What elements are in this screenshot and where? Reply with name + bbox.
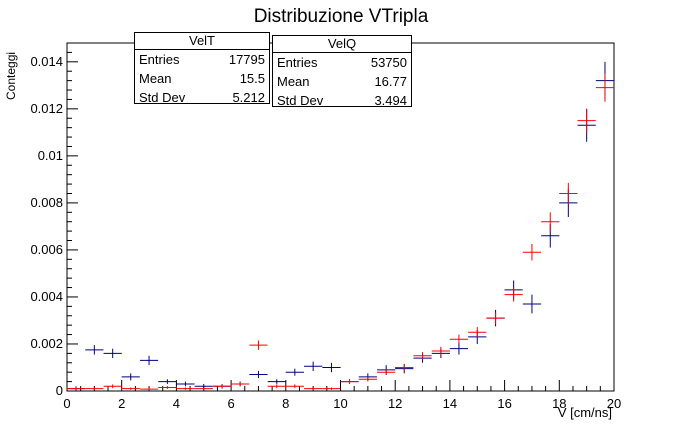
stats-label: Entries — [277, 55, 318, 70]
stats-value: 5.212 — [232, 90, 265, 105]
data-point-velq — [158, 386, 177, 389]
data-point-velq — [358, 376, 377, 382]
y-axis-label: Conteggi — [4, 51, 18, 100]
data-point-velt — [121, 373, 140, 381]
data-point-velq — [340, 379, 359, 384]
y-tick-label: 0.014 — [30, 54, 63, 69]
y-tick-label: 0.008 — [30, 195, 63, 210]
stats-value: 53750 — [370, 55, 407, 70]
stats-box-title: VelT — [135, 33, 269, 50]
data-point-velt — [85, 345, 104, 355]
x-tick-label: 16 — [497, 396, 511, 411]
data-point-velq — [103, 384, 122, 389]
data-point-velq — [377, 369, 396, 376]
x-tick-label: 6 — [227, 396, 234, 411]
data-point-velq — [541, 212, 560, 232]
stats-label: Mean — [139, 71, 172, 86]
y-tick-label: 0.01 — [38, 148, 63, 163]
data-point-velq — [304, 387, 323, 390]
data-point-velt — [176, 381, 195, 387]
stats-row-entries: Entries 53750 — [273, 53, 411, 72]
stats-label: Std Dev — [139, 90, 186, 105]
stats-value: 16.77 — [374, 74, 407, 89]
data-point-velq — [66, 387, 86, 390]
x-tick-label: 20 — [607, 396, 621, 411]
stats-label: Entries — [139, 52, 180, 67]
chart-title: Distribuzione VTripla — [253, 6, 429, 27]
stats-box-velt: VelT Entries 17795 Mean 15.5 Std Dev 5.2… — [134, 32, 270, 107]
x-tick-label: 14 — [443, 396, 457, 411]
data-point-velt — [103, 348, 122, 359]
y-tick-label: 0.004 — [30, 289, 63, 304]
data-point-velq — [413, 351, 432, 360]
data-point-velt — [267, 379, 286, 384]
data-point-velq — [176, 387, 195, 390]
x-tick-label: 4 — [173, 396, 180, 411]
stats-row-std: Std Dev 5.212 — [135, 88, 269, 107]
stats-box-title: VelQ — [273, 36, 411, 53]
y-tick-label: 0 — [56, 383, 63, 398]
stats-label: Mean — [277, 74, 310, 89]
data-point-velt — [285, 368, 304, 376]
data-point-velt — [139, 355, 159, 366]
stats-row-mean: Mean 15.5 — [135, 69, 269, 88]
x-tick-label: 0 — [63, 396, 70, 411]
data-point-velq — [267, 384, 286, 389]
data-point-velq — [322, 387, 341, 390]
x-tick-label: 12 — [388, 396, 402, 411]
y-tick-label: 0.002 — [30, 336, 63, 351]
data-point-velq — [559, 182, 578, 205]
x-tick-label: 18 — [552, 396, 566, 411]
stats-row-entries: Entries 17795 — [135, 50, 269, 69]
x-tick-label: 8 — [282, 396, 289, 411]
x-tick-label: 2 — [118, 396, 125, 411]
data-point-velq — [249, 340, 268, 350]
data-point-velt — [158, 379, 177, 384]
data-point-velq — [395, 364, 414, 371]
data-point-velq — [139, 387, 159, 391]
data-point-velq — [522, 244, 542, 261]
data-point-velq — [231, 381, 250, 387]
data-point-velt — [249, 371, 268, 379]
data-point-velq — [121, 387, 140, 390]
data-point-velq — [468, 327, 487, 338]
data-point-velq — [577, 108, 596, 133]
y-tick-label: 0.006 — [30, 242, 63, 257]
stats-value: 17795 — [228, 52, 265, 67]
data-point-velt — [322, 362, 341, 373]
y-tick-label: 0.012 — [30, 101, 63, 116]
stats-value: 3.494 — [374, 93, 407, 108]
x-tick-label: 10 — [333, 396, 347, 411]
stats-box-velq: VelQ Entries 53750 Mean 16.77 Std Dev 3.… — [272, 35, 412, 110]
stats-row-mean: Mean 16.77 — [273, 72, 411, 91]
data-point-velq — [449, 334, 469, 344]
data-point-velq — [194, 387, 213, 390]
x-axis-label: V [cm/ns] — [557, 405, 612, 420]
data-point-velq — [486, 312, 505, 324]
data-point-velt — [304, 361, 323, 372]
data-point-velq — [285, 384, 304, 389]
data-point-velq — [431, 346, 450, 356]
data-point-velq — [212, 384, 232, 389]
data-point-velq — [595, 73, 615, 102]
data-point-velq — [504, 287, 523, 302]
stats-label: Std Dev — [277, 93, 324, 108]
stats-row-std: Std Dev 3.494 — [273, 91, 411, 110]
data-point-velt — [522, 294, 542, 314]
data-point-velt — [449, 342, 469, 355]
data-point-velq — [85, 387, 104, 390]
stats-value: 15.5 — [239, 71, 265, 86]
